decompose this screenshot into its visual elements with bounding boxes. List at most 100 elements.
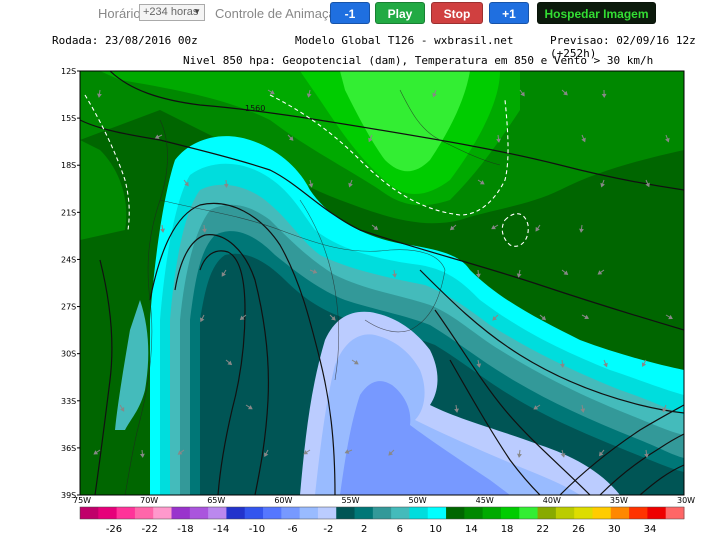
colorbar-swatch bbox=[263, 507, 282, 519]
lon-tick-label: 45W bbox=[476, 496, 494, 505]
toolbar: Horário: +234 horas ▼ Controle de Animaç… bbox=[0, 0, 720, 28]
wind-arrow-head bbox=[479, 180, 485, 185]
play-button[interactable]: Play bbox=[375, 2, 425, 24]
wind-arrow-head bbox=[139, 453, 145, 458]
colorbar-swatch bbox=[153, 507, 173, 519]
horario-label: Horário: bbox=[98, 6, 145, 21]
wind-arrow-head bbox=[491, 224, 496, 230]
lon-tick-label: 65W bbox=[207, 496, 225, 505]
step-forward-button[interactable]: +1 bbox=[489, 2, 529, 24]
wind-arrow-head bbox=[584, 314, 590, 320]
horario-value: +234 horas bbox=[143, 6, 199, 18]
wind-arrow-head bbox=[492, 316, 497, 321]
wind-arrow-head bbox=[303, 450, 309, 455]
colorbar-swatch bbox=[610, 507, 630, 519]
wind-arrow-head bbox=[644, 453, 649, 458]
wind-arrow-head bbox=[331, 316, 336, 321]
colorbar-swatch bbox=[281, 507, 301, 519]
wind-arrow-head bbox=[248, 405, 253, 410]
stop-button[interactable]: Stop bbox=[431, 2, 483, 24]
map-title: Nivel 850 hpa: Geopotencial (dam), Tempe… bbox=[183, 54, 654, 67]
lat-tick-label: 30S bbox=[61, 350, 76, 359]
longitude-axis: 75W 70W 65W 60W 55W 50W 45W 40W 35W 30W bbox=[73, 496, 695, 505]
lon-tick-label: 75W bbox=[73, 496, 91, 505]
model-name: Modelo Global T126 - wxbrasil.net bbox=[295, 34, 514, 47]
colorbar-label: -6 bbox=[288, 524, 298, 535]
colorbar-swatch bbox=[629, 507, 648, 519]
wind-arrow-head bbox=[270, 90, 275, 95]
colorbar-swatch bbox=[391, 507, 410, 519]
colorbar-label: 30 bbox=[608, 524, 621, 535]
colorbar-label: 34 bbox=[644, 524, 657, 535]
wind-arrow-head bbox=[306, 93, 312, 98]
lon-tick-label: 55W bbox=[341, 496, 359, 505]
colorbar-label: 6 bbox=[397, 524, 403, 535]
colorbar-swatch bbox=[134, 507, 154, 519]
colorbar-label: -26 bbox=[106, 524, 122, 535]
colorbar-label: 10 bbox=[429, 524, 442, 535]
colorbar-swatch bbox=[409, 507, 429, 519]
colorbar-swatch bbox=[317, 507, 337, 519]
colorbar-label: 26 bbox=[572, 524, 585, 535]
colorbar-label: -22 bbox=[142, 524, 158, 535]
wind-arrow-head bbox=[120, 407, 125, 412]
colorbar-swatch bbox=[574, 507, 593, 519]
wind-arrow-head bbox=[560, 453, 566, 458]
latitude-axis: 12S 15S 18S 21S 24S 27S 30S 33S 36S 39S bbox=[61, 67, 80, 500]
wind-arrow-head bbox=[517, 453, 522, 458]
colorbar-swatch bbox=[482, 507, 502, 519]
wind-arrow-head bbox=[541, 315, 546, 321]
wind-arrow-head bbox=[603, 362, 608, 368]
lat-tick-label: 33S bbox=[61, 397, 76, 406]
wind-arrow-head bbox=[288, 136, 294, 141]
lat-tick-label: 15S bbox=[61, 114, 76, 123]
lat-tick-label: 12S bbox=[61, 67, 76, 76]
wind-arrow-head bbox=[312, 269, 318, 274]
lat-tick-label: 36S bbox=[61, 444, 76, 453]
colorbar-swatch bbox=[555, 507, 575, 519]
host-image-button[interactable]: Hospedar Imagem bbox=[537, 2, 656, 24]
wind-arrow-head bbox=[223, 183, 229, 188]
horario-select[interactable]: +234 horas ▼ bbox=[139, 4, 205, 21]
lon-tick-label: 60W bbox=[274, 496, 292, 505]
wind-arrow-head bbox=[348, 182, 353, 188]
wind-arrow-head bbox=[520, 91, 525, 97]
wind-arrow-head bbox=[202, 228, 207, 233]
lat-tick-label: 39S bbox=[61, 491, 76, 500]
wind-arrow-head bbox=[239, 315, 245, 321]
colorbar-label: -18 bbox=[177, 524, 193, 535]
temperature-colorbar bbox=[79, 506, 685, 520]
colorbar-label: -14 bbox=[213, 524, 229, 535]
wind-arrow-head bbox=[344, 449, 350, 454]
colorbar-swatch bbox=[171, 507, 191, 519]
wind-arrow-head bbox=[641, 362, 647, 367]
wind-arrow-head bbox=[581, 137, 586, 143]
colorbar-swatch bbox=[336, 507, 356, 519]
wind-arrow-head bbox=[221, 272, 226, 277]
wind-arrow-head bbox=[227, 360, 233, 366]
colorbar-swatch bbox=[372, 507, 392, 519]
lon-tick-label: 30W bbox=[677, 496, 695, 505]
wind-arrow-head bbox=[476, 363, 482, 368]
animacao-label: Controle de Animação: bbox=[215, 6, 347, 21]
colorbar-swatch bbox=[537, 507, 557, 519]
wind-arrow-head bbox=[200, 317, 205, 323]
wind-arrow-head bbox=[392, 273, 397, 278]
wind-arrow-head bbox=[308, 183, 314, 188]
geopotential-contours bbox=[80, 71, 684, 495]
wind-arrow-head bbox=[496, 138, 501, 143]
wind-arrow-head bbox=[533, 405, 539, 410]
colorbar-swatch bbox=[98, 507, 118, 519]
colorbar-swatch bbox=[446, 507, 465, 519]
step-back-button[interactable]: -1 bbox=[330, 2, 370, 24]
chevron-down-icon: ▼ bbox=[193, 7, 201, 16]
colorbar-label: 2 bbox=[361, 524, 367, 535]
wind-arrow-head bbox=[177, 450, 183, 455]
lon-tick-label: 40W bbox=[543, 496, 561, 505]
forecast-date: Previsao: 02/09/16 12z (+252h) bbox=[550, 34, 696, 60]
wind-arrow-head bbox=[264, 452, 269, 458]
lon-tick-label: 50W bbox=[409, 496, 427, 505]
colorbar-swatch bbox=[354, 507, 374, 519]
wind-arrow-head bbox=[184, 181, 189, 187]
